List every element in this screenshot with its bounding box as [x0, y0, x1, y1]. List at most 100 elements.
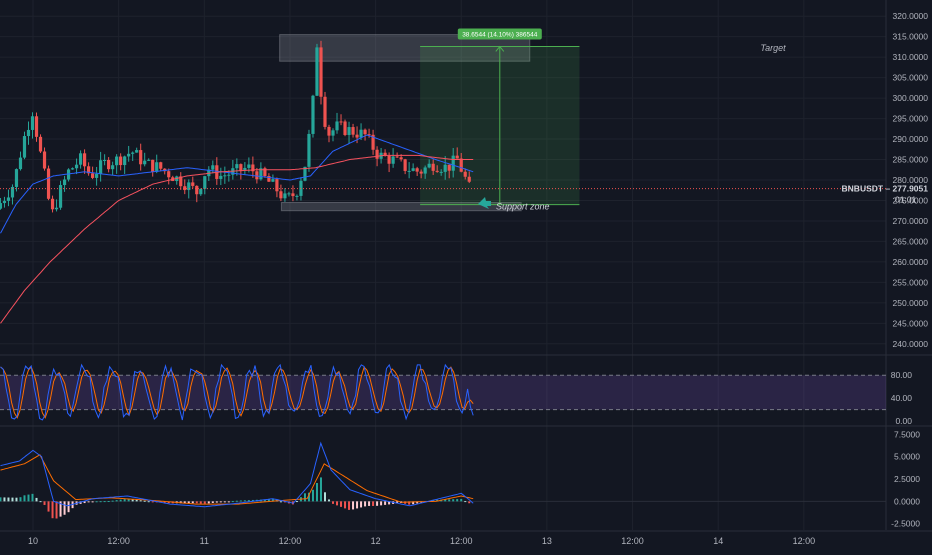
- time-tick-label: 12: [371, 536, 381, 546]
- macd-tick-label: 7.5000: [894, 429, 920, 439]
- candle-body: [451, 155, 455, 171]
- price-tick-label: 255.0000: [893, 277, 929, 287]
- candle-body: [179, 176, 183, 187]
- candle-body: [58, 185, 63, 208]
- candle-body: [239, 164, 243, 171]
- macd-histogram-bar: [107, 500, 110, 502]
- candle-body: [127, 153, 131, 157]
- macd-histogram-bar: [19, 497, 22, 502]
- candle-body: [287, 193, 291, 195]
- macd-histogram-bar: [0, 497, 2, 502]
- candle-body: [46, 168, 51, 199]
- candle-body: [159, 162, 163, 169]
- candle-body: [107, 159, 111, 170]
- candle-body: [351, 127, 355, 135]
- macd-histogram-bar: [195, 501, 198, 504]
- candle-body: [467, 176, 471, 182]
- macd-histogram-bar: [464, 501, 467, 503]
- candle-body: [42, 151, 47, 169]
- candle-body: [195, 185, 199, 195]
- candle-body: [303, 166, 307, 181]
- macd-histogram-bar: [311, 489, 314, 502]
- price-tick-label: 280.0000: [893, 175, 929, 185]
- candle-body: [86, 166, 91, 174]
- macd-histogram-bar: [396, 501, 399, 504]
- candle-body: [439, 171, 443, 173]
- candle-body: [66, 169, 71, 180]
- macd-panel: [0, 441, 886, 519]
- candle-body: [62, 179, 67, 186]
- candle-body: [275, 179, 279, 192]
- candle-body: [463, 171, 467, 177]
- candle-body: [271, 179, 275, 182]
- candle-body: [187, 182, 191, 191]
- time-tick-label: 12:00: [621, 536, 644, 546]
- macd-histogram-bar: [376, 501, 379, 506]
- candle-body: [443, 164, 447, 172]
- candle-body: [331, 130, 335, 136]
- ma_slow-line: [0, 154, 474, 324]
- candle-body: [70, 168, 75, 170]
- candle-body: [259, 168, 263, 180]
- candle-body: [355, 134, 359, 138]
- price-tick-label: 295.0000: [893, 114, 929, 124]
- candle-body: [0, 203, 3, 209]
- candle-body: [227, 174, 231, 176]
- candle-body: [323, 96, 327, 127]
- candle-body: [119, 156, 123, 166]
- macd-histogram-bar: [203, 501, 206, 504]
- candle-body: [78, 153, 83, 165]
- ma_fast-line: [0, 134, 474, 234]
- macd-histogram-bar: [63, 501, 66, 515]
- macd-histogram-bar: [444, 499, 447, 502]
- candle-body: [151, 159, 155, 172]
- macd-tick-label: 5.0000: [894, 452, 920, 462]
- candle-body: [427, 163, 431, 168]
- macd-histogram-bar: [131, 499, 134, 502]
- support-zone: [280, 202, 522, 212]
- candle-body: [147, 159, 151, 161]
- stoch-k-line: [0, 363, 474, 421]
- macd-histogram-bar: [103, 501, 106, 503]
- macd-histogram-bar: [59, 501, 62, 517]
- macd-histogram-bar: [67, 501, 70, 513]
- candle-body: [327, 126, 331, 136]
- candle-body: [223, 175, 227, 177]
- candle-body: [319, 47, 323, 97]
- macd-histogram-bar: [223, 501, 226, 503]
- candle-body: [155, 162, 159, 172]
- candle-body: [359, 129, 363, 138]
- candle-body: [375, 149, 379, 159]
- candle-body: [435, 170, 439, 172]
- time-tick-label: 12:00: [793, 536, 816, 546]
- candle-body: [315, 47, 319, 96]
- macd-histogram-bar: [388, 501, 391, 505]
- price-tick-label: 290.0000: [893, 134, 929, 144]
- macd-histogram-bar: [123, 499, 126, 502]
- macd-histogram-bar: [119, 499, 122, 502]
- macd-histogram-bar: [127, 498, 130, 502]
- macd-histogram-bar: [271, 499, 274, 502]
- macd-histogram-bar: [95, 501, 98, 503]
- support-arrow-icon: [478, 197, 491, 209]
- macd-histogram-bar: [372, 501, 375, 506]
- zones-layer: [279, 34, 580, 212]
- candle-body: [395, 156, 399, 158]
- macd-histogram-bar: [412, 501, 415, 505]
- macd-signal-line: [0, 454, 474, 505]
- candle-body: [74, 164, 79, 169]
- macd-histogram-bar: [460, 498, 463, 502]
- support-label: Support zone: [496, 202, 550, 212]
- candle-body: [26, 129, 31, 137]
- time-tick-label: 11: [200, 536, 209, 546]
- candle-body: [367, 134, 371, 136]
- candle-body: [311, 95, 315, 134]
- macd-histogram-bar: [247, 500, 250, 502]
- macd-histogram-bar: [179, 501, 182, 504]
- candle-body: [459, 158, 463, 172]
- macd-histogram-bar: [227, 501, 230, 503]
- macd-histogram-bar: [7, 497, 10, 502]
- time-tick-label: 10: [28, 536, 38, 546]
